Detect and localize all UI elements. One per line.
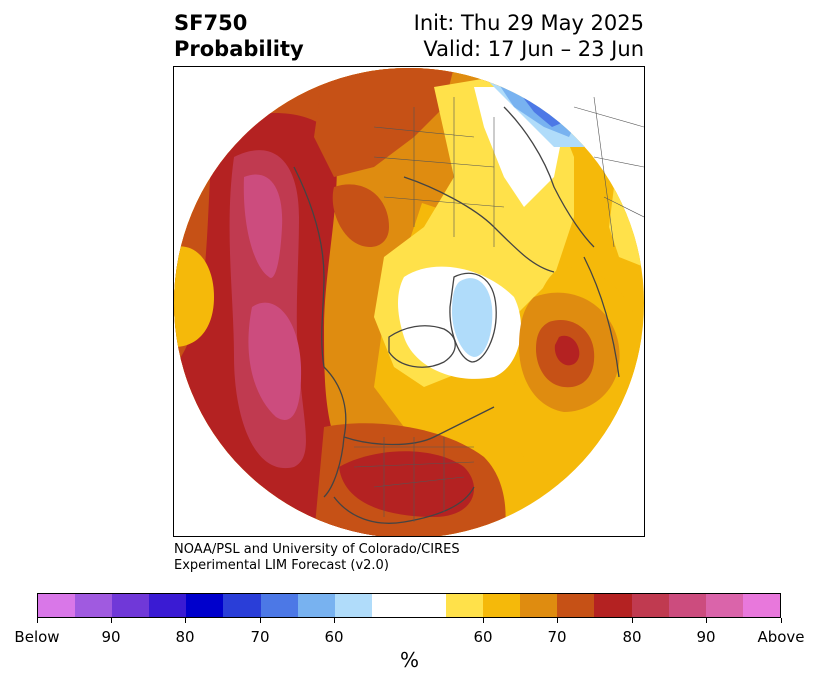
- valid-range: Valid: 17 Jun – 23 Jun: [423, 37, 644, 61]
- colorbar-tick-label: 60: [473, 628, 493, 646]
- colorbar-tick: [185, 618, 186, 623]
- colorbar-tick-label: 80: [175, 628, 195, 646]
- colorbar-segment: [594, 594, 632, 617]
- borders-europe: [573, 96, 644, 248]
- region-pink-north-pacific: [243, 174, 283, 278]
- colorbar-tick: [781, 618, 782, 623]
- colorbar-segment: [223, 594, 261, 617]
- title-variable: SF750: [174, 11, 248, 35]
- colorbar-tick-label: Above: [757, 628, 805, 646]
- colorbar-tick: [260, 618, 261, 623]
- credit-line-1: NOAA/PSL and University of Colorado/CIRE…: [174, 542, 460, 557]
- colorbar-segment: [483, 594, 521, 617]
- colorbar-tick: [557, 618, 558, 623]
- coastline-canada: [343, 406, 495, 446]
- borders-asia: [373, 97, 505, 247]
- colorbar-ticks: Below 90 80 70 60 60 70 80 90 Above: [0, 618, 819, 648]
- colorbar-segment: [371, 594, 447, 617]
- title-type: Probability: [174, 37, 304, 61]
- polar-map-svg: [174, 68, 644, 536]
- map-title: SF750 Probability: [174, 10, 304, 62]
- colorbar-tick-label: 80: [622, 628, 642, 646]
- init-date: Init: Thu 29 May 2025: [413, 11, 644, 35]
- coastline-hudson-bay: [388, 325, 456, 368]
- coastline-greenland: [449, 272, 497, 363]
- borders-us: [353, 437, 475, 522]
- colorbar-unit: %: [399, 648, 419, 672]
- colorbar-segment: [705, 594, 743, 617]
- probability-map: [173, 66, 645, 537]
- colorbar-tick-label: 90: [696, 628, 716, 646]
- colorbar-tick-label: 70: [250, 628, 270, 646]
- data-credit: NOAA/PSL and University of Colorado/CIRE…: [174, 542, 460, 574]
- colorbar-tick: [37, 618, 38, 623]
- borders: [353, 96, 644, 522]
- colorbar-segment: [334, 594, 372, 617]
- forecast-field: [174, 68, 644, 536]
- colorbar-segment: [631, 594, 669, 617]
- colorbar-segment: [742, 594, 780, 617]
- colorbar-tick: [334, 618, 335, 623]
- region-pink-central-pacific: [248, 302, 302, 420]
- colorbar-segment: [297, 594, 335, 617]
- credit-line-2: Experimental LIM Forecast (v2.0): [174, 558, 389, 573]
- region-darkorange-china: [332, 184, 389, 247]
- colorbar-tick: [483, 618, 484, 623]
- coastline-east-asia: [293, 166, 325, 368]
- coastline-europe: [503, 106, 595, 248]
- colorbar-tick: [111, 618, 112, 623]
- colorbar-segment: [112, 594, 150, 617]
- colorbar-tick-label: Below: [14, 628, 60, 646]
- region-lightblue-greenland: [452, 278, 493, 357]
- region-red-us: [339, 451, 474, 517]
- coastline-us-gulf: [333, 486, 475, 524]
- forecast-dates: Init: Thu 29 May 2025 Valid: 17 Jun – 23…: [414, 10, 644, 62]
- colorbar: [37, 593, 781, 618]
- colorbar-segment: [520, 594, 558, 617]
- colorbar-tick-label: 90: [101, 628, 121, 646]
- colorbar-segment: [446, 594, 484, 617]
- region-gold-far-west: [174, 246, 214, 347]
- coastline-west-europe: [583, 256, 620, 378]
- region-darkorange-east-asia: [314, 68, 454, 177]
- colorbar-segment: [186, 594, 224, 617]
- coastlines: [293, 106, 620, 524]
- colorbar-segment: [668, 594, 706, 617]
- colorbar-tick: [632, 618, 633, 623]
- colorbar-tick-label: 60: [324, 628, 344, 646]
- colorbar-tick: [706, 618, 707, 623]
- colorbar-segment: [149, 594, 187, 617]
- region-red-atlantic: [554, 335, 580, 366]
- colorbar-segment: [260, 594, 298, 617]
- colorbar-segment: [75, 594, 113, 617]
- colorbar-tick-label: 70: [547, 628, 567, 646]
- colorbar-segment: [557, 594, 595, 617]
- colorbar-segment: [38, 594, 76, 617]
